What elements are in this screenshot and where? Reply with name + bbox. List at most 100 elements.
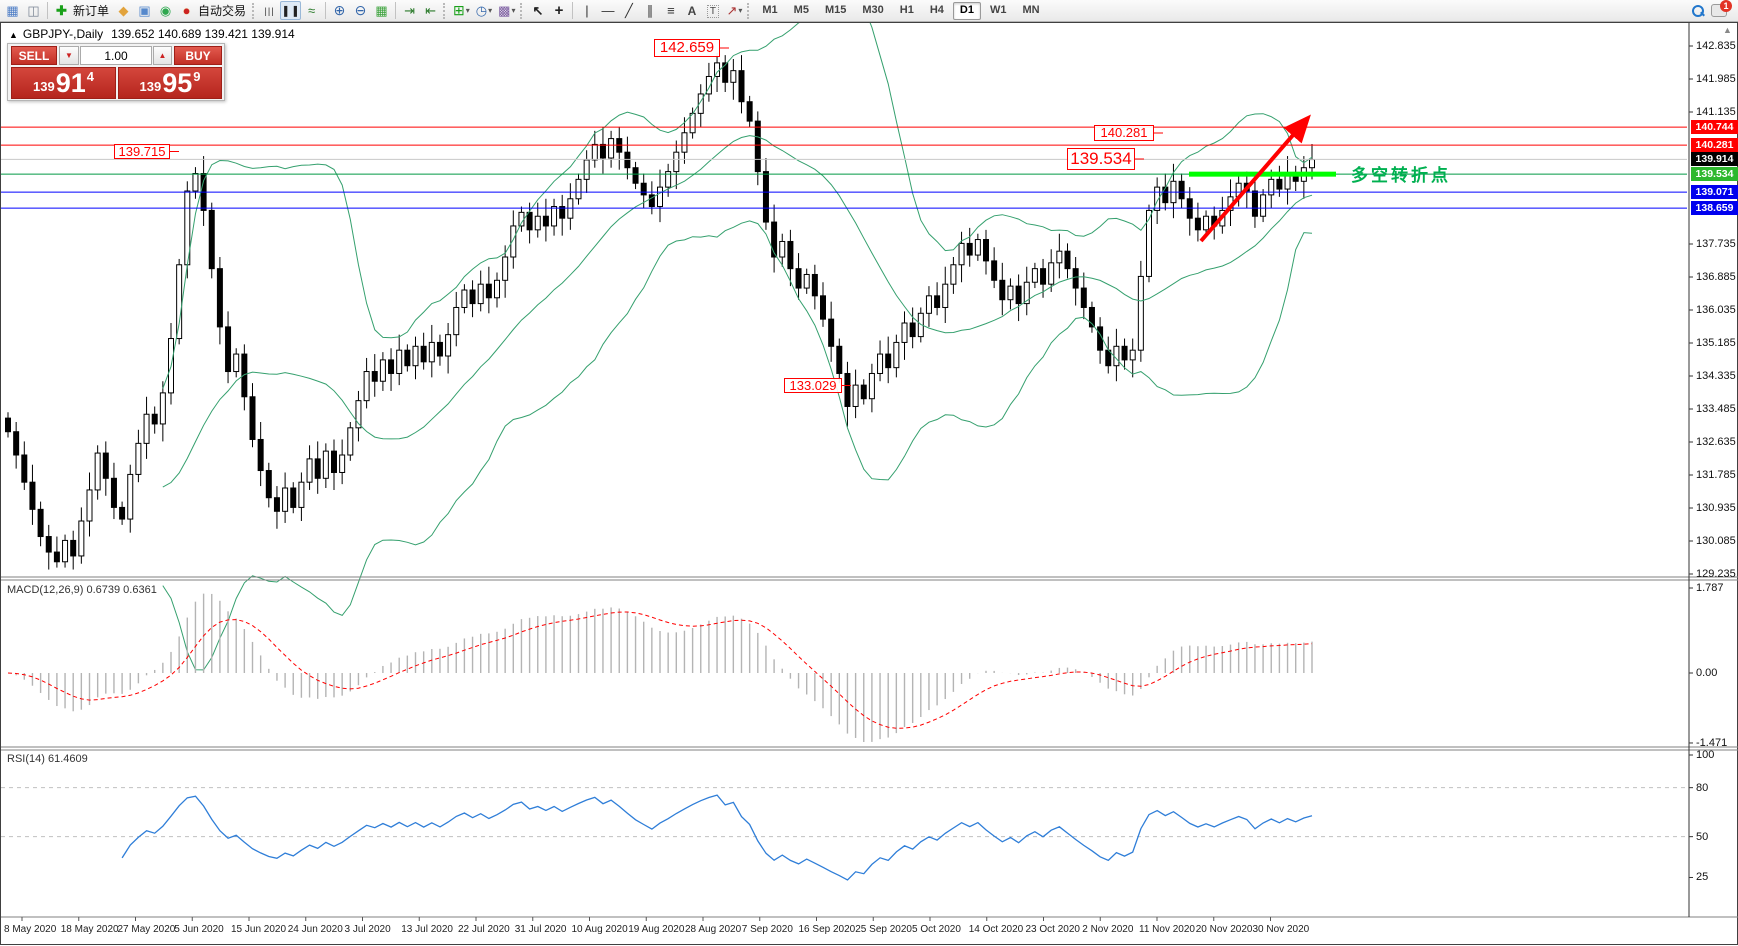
price-axis-tick: 135.185 [1696, 337, 1736, 349]
price-axis-tick: 136.035 [1696, 304, 1736, 316]
line-chart-button[interactable] [301, 1, 322, 20]
crosshair-icon [555, 2, 564, 20]
date-axis-label: 28 Aug 2020 [685, 924, 742, 935]
ohlc-values: 139.652 140.689 139.421 139.914 [111, 27, 295, 41]
clock-icon [476, 2, 487, 20]
buy-price-big: 95 [162, 68, 193, 98]
tile-windows-button[interactable] [371, 1, 392, 20]
new-order-label[interactable]: 新订单 [73, 4, 110, 18]
trendline-button[interactable] [618, 1, 639, 20]
timeframe-h1[interactable]: H1 [899, 3, 914, 16]
timeframe-h4[interactable]: H4 [929, 3, 944, 16]
price-label-annotation-139.534[interactable]: 139.534 [1067, 148, 1135, 170]
notifications-button[interactable]: 1 [1708, 0, 1732, 20]
rsi-line [121, 794, 1313, 881]
macd-signal-line [7, 611, 1313, 729]
search-button[interactable] [1687, 1, 1708, 20]
sell-button[interactable]: SELL [11, 46, 57, 65]
signals-button[interactable] [155, 1, 176, 20]
fibonacci-icon [667, 2, 675, 20]
price-axis-tick: 141.135 [1696, 106, 1736, 118]
market-button[interactable] [113, 1, 134, 20]
bar-chart-button[interactable] [259, 1, 280, 20]
sell-price-display[interactable]: 139 91 4 [11, 67, 116, 99]
date-axis-label: 31 Jul 2020 [514, 924, 567, 935]
date-axis-label: 22 Jul 2020 [458, 924, 510, 935]
date-axis-label: 24 Jun 2020 [287, 924, 343, 935]
collapse-arrow-icon[interactable]: ▲ [9, 30, 18, 40]
auto-trading-button[interactable] [176, 1, 197, 20]
zoom-in-icon [334, 1, 346, 20]
chinese-note-annotation[interactable]: 多空转折点 [1351, 166, 1451, 185]
rsi-axis-tick: 50 [1696, 830, 1709, 843]
new-order-icon [56, 2, 67, 20]
periods-button[interactable]: ▾ [473, 1, 495, 20]
trend-arrow[interactable] [1199, 114, 1311, 243]
horizontal-line-button[interactable] [597, 1, 618, 20]
timeframe-m30[interactable]: M30 [862, 3, 884, 16]
rsi-label: RSI(14) 61.4609 [7, 753, 88, 765]
new-order-button[interactable] [51, 1, 72, 20]
bb-middle-band [162, 135, 1313, 488]
mql5-button[interactable] [134, 1, 155, 20]
macd-axis-tick: 0.00 [1696, 667, 1718, 679]
text-label-button[interactable] [702, 1, 723, 20]
chart-shift-button[interactable] [420, 1, 441, 20]
auto-scroll-button[interactable] [399, 1, 420, 20]
zoom-in-button[interactable] [329, 1, 350, 20]
price-label-annotation-140.281[interactable]: 140.281 [1094, 125, 1154, 141]
zoom-out-icon [355, 1, 367, 20]
timeframe-mn[interactable]: MN [1022, 3, 1040, 16]
price-label-annotation-142.659[interactable]: 142.659 [654, 39, 720, 57]
date-axis-label: 14 Oct 2020 [968, 924, 1024, 935]
buy-price-display[interactable]: 139 95 9 [118, 67, 222, 99]
profiles-button[interactable] [23, 1, 44, 20]
chevron-down-icon: ▾ [465, 6, 470, 15]
chart-window: ▲ GBPJPY-,Daily 139.652 140.689 139.421 13… [0, 22, 1738, 945]
zoom-out-button[interactable] [350, 1, 371, 20]
timeframe-d1[interactable]: D1 [952, 1, 981, 20]
crosshair-button[interactable] [548, 1, 569, 20]
candlestick-chart-button[interactable] [280, 1, 302, 20]
signal-icon [160, 2, 171, 20]
price-axis-tick: 132.635 [1696, 436, 1736, 448]
timeframe-m5[interactable]: M5 [793, 3, 809, 16]
auto-scroll-icon [404, 2, 415, 20]
horizontal-line-icon [601, 2, 614, 20]
channel-icon [647, 2, 654, 20]
date-axis-label: 7 Sep 2020 [741, 924, 793, 935]
date-axis-label: 16 Sep 2020 [798, 924, 856, 935]
equidistant-channel-button[interactable] [639, 1, 660, 20]
chart-scroll-up-icon[interactable]: ▲ [1723, 25, 1732, 35]
new-chart-icon [6, 2, 18, 20]
price-axis-tick: 129.235 [1696, 568, 1736, 580]
cursor-button[interactable] [527, 1, 548, 20]
auto-trading-label[interactable]: 自动交易 [198, 4, 247, 18]
macd-histogram [15, 593, 1313, 742]
fibonacci-button[interactable] [660, 1, 681, 20]
timeframe-m15[interactable]: M15 [824, 3, 847, 16]
price-badge-139.071: 139.071 [1691, 185, 1738, 200]
date-axis-label: 25 Sep 2020 [855, 924, 912, 935]
templates-button[interactable]: ▾ [495, 1, 518, 20]
volume-decrease-button[interactable]: ▼ [59, 46, 79, 65]
buy-button[interactable]: BUY [174, 46, 222, 65]
text-button[interactable] [681, 1, 702, 20]
indicators-button[interactable]: ▾ [450, 1, 473, 20]
price-label-annotation-139.715[interactable]: 139.715 [114, 144, 170, 159]
price-badge-138.659: 138.659 [1691, 201, 1738, 216]
timeframe-m1[interactable]: M1 [762, 3, 778, 16]
new-chart-button[interactable] [2, 1, 23, 20]
buy-price-prefix: 139 [139, 79, 162, 94]
price-axis-tick: 131.785 [1696, 469, 1736, 481]
trendline-icon [625, 2, 633, 20]
price-label-annotation-133.029[interactable]: 133.029 [784, 378, 842, 393]
arrows-button[interactable]: ▾ [723, 1, 745, 20]
volume-increase-button[interactable]: ▲ [153, 46, 172, 65]
support-highlight-segment[interactable] [1189, 171, 1336, 177]
chart-canvas[interactable] [1, 23, 1738, 946]
timeframe-w1[interactable]: W1 [989, 3, 1007, 16]
chevron-down-icon: ▾ [511, 6, 516, 15]
vertical-line-button[interactable] [576, 1, 597, 20]
volume-input[interactable]: 1.00 [80, 46, 152, 65]
